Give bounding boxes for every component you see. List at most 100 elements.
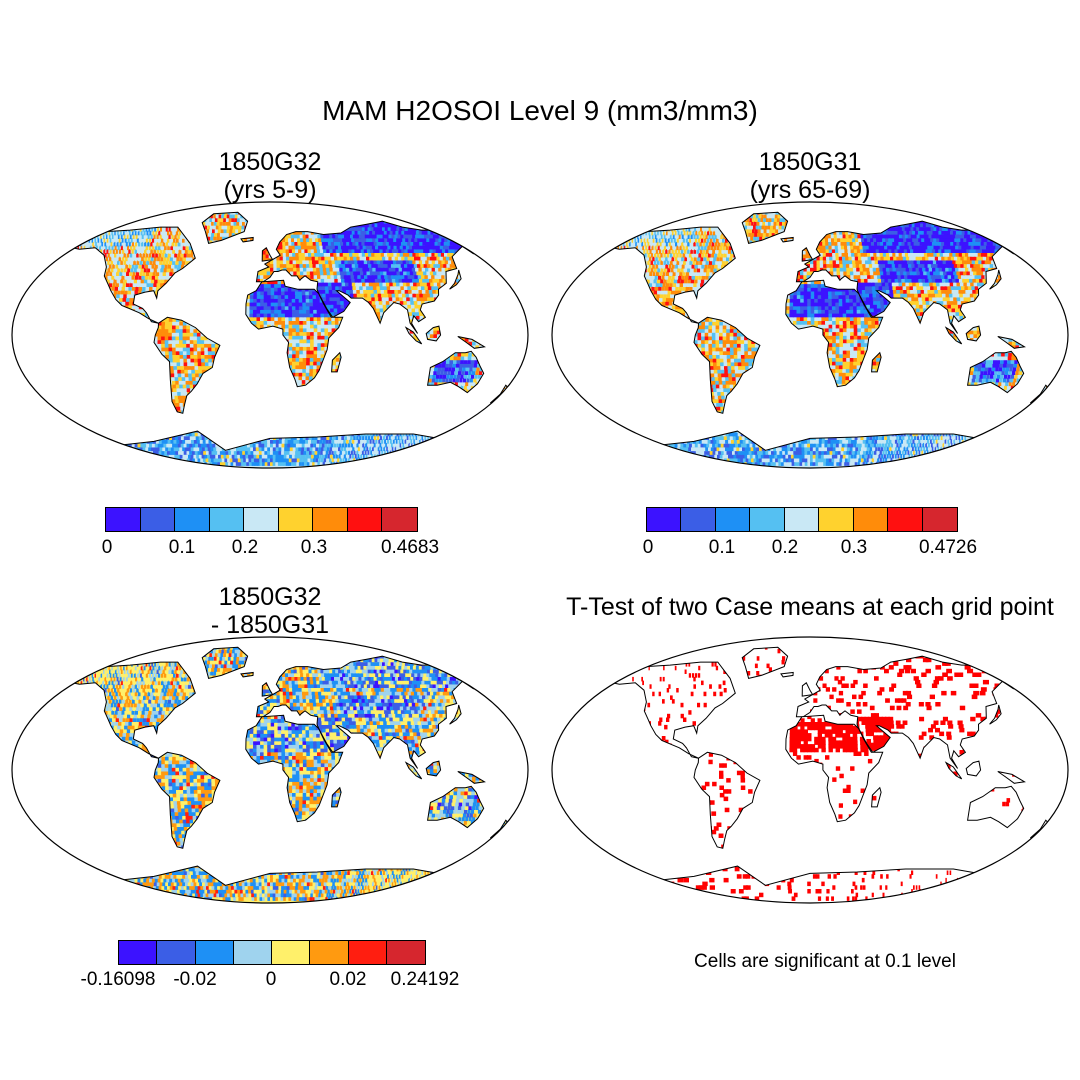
map-border: [11, 636, 529, 904]
landmass-borneo: [966, 761, 981, 776]
coastline-south-america: [153, 751, 221, 849]
colorbar-swatch: [382, 508, 417, 531]
colorbar-swatch: [195, 941, 234, 964]
coastline-japan: [989, 704, 1002, 725]
coastline-africa: [785, 279, 884, 388]
coastline-uk: [261, 247, 274, 262]
colorbar-swatch: [681, 508, 716, 531]
coastline-new-guinea: [457, 771, 486, 784]
coastline-borneo: [425, 760, 442, 777]
colorbar-panel-1: [105, 507, 418, 532]
colorbar-tick-label: 0.2: [232, 537, 258, 559]
colorbar-tick-label: 0: [102, 537, 113, 559]
colorbar-swatch: [119, 941, 158, 964]
colorbar-swatch: [347, 508, 383, 531]
colorbar-swatch: [175, 508, 210, 531]
colorbar-tick-label: 0.2: [772, 537, 798, 559]
map-border: [11, 201, 529, 469]
colorbar-tick-label: -0.16098: [80, 969, 155, 991]
significance-note: Cells are significant at 0.1 level: [600, 951, 1050, 973]
coastline-north-america: [64, 661, 196, 759]
colorbar-tick-label: 0.24192: [391, 969, 460, 991]
coastline-madagascar: [331, 786, 342, 808]
coastline-borneo: [425, 325, 442, 342]
map-panel-2: [551, 201, 1069, 469]
coastline-north-america: [604, 226, 736, 324]
coastline-new-guinea: [997, 336, 1026, 349]
colorbar-swatch: [715, 508, 751, 531]
coastline-eurasia: [795, 655, 1028, 769]
colorbar-panel-2: [646, 507, 958, 532]
landmass-uk: [802, 682, 813, 697]
colorbar-swatch: [386, 941, 425, 964]
coastline-north-america: [64, 226, 196, 324]
colorbar-swatch: [272, 941, 311, 964]
colorbar-swatch: [313, 508, 348, 531]
coastline-australia: [427, 350, 485, 394]
panel-1-title: 1850G32 (yrs 5-9): [110, 148, 430, 204]
coastline-greenland: [741, 211, 789, 244]
coastline-eurasia: [255, 655, 488, 769]
colorbar-tick-label: 0.1: [709, 537, 735, 559]
coastline-madagascar: [331, 351, 342, 373]
coastline-south-america: [153, 316, 221, 414]
colorbar-tick-label: 0.3: [841, 537, 867, 559]
colorbar-swatch: [750, 508, 785, 531]
coastline-africa: [245, 714, 344, 823]
colorbar-panel-3: [118, 940, 426, 965]
coastline-eurasia: [795, 220, 1028, 334]
coastline-japan: [989, 269, 1002, 290]
colorbar-tick-label: 0.3: [301, 537, 327, 559]
landmass-madagascar: [871, 787, 882, 807]
colorbar-swatch: [278, 508, 314, 531]
colorbar-swatch: [819, 508, 854, 531]
colorbar-swatch: [348, 941, 387, 964]
colorbar-swatch: [853, 508, 889, 531]
coastline-greenland: [201, 646, 249, 679]
coastline-new-guinea: [457, 336, 486, 349]
coastline-iceland: [240, 236, 254, 243]
coastline-uk: [261, 682, 274, 697]
map-border: [551, 636, 1069, 904]
coastline-new-guinea: [997, 771, 1026, 784]
coastline-uk: [801, 682, 814, 697]
coastline-sumatra: [404, 326, 423, 345]
coastline-australia: [427, 785, 485, 829]
colorbar-swatch: [157, 941, 196, 964]
coastline-borneo: [965, 325, 982, 342]
panel-4-title: T-Test of two Case means at each grid po…: [540, 593, 1080, 621]
colorbar-swatch: [209, 508, 245, 531]
coastline-eurasia: [255, 220, 488, 334]
coastline-africa: [785, 714, 884, 823]
colorbar-tick-label: 0.1: [169, 537, 195, 559]
colorbar-swatch: [888, 508, 923, 531]
colorbar-swatch: [106, 508, 141, 531]
map-border: [551, 201, 1069, 469]
panel-2-title: 1850G31 (yrs 65-69): [650, 148, 970, 204]
colorbar-swatch: [233, 941, 272, 964]
colorbar-swatch: [244, 508, 279, 531]
coastline-sumatra: [944, 326, 963, 345]
coastline-australia: [967, 785, 1025, 829]
coastline-north-america: [604, 661, 736, 759]
colorbar-tick-label: -0.02: [173, 969, 216, 991]
panel-3-title: 1850G32 - 1850G31: [110, 583, 430, 639]
colorbar-swatch: [140, 508, 176, 531]
coastline-iceland: [780, 671, 794, 678]
coastline-south-america: [693, 316, 761, 414]
colorbar-tick-label: 0.4683: [381, 537, 439, 559]
coastline-africa: [245, 279, 344, 388]
main-title: MAM H2OSOI Level 9 (mm3/mm3): [0, 95, 1080, 127]
coastline-australia: [967, 350, 1025, 394]
colorbar-tick-label: 0.4726: [919, 537, 977, 559]
map-panel-4: [551, 636, 1069, 904]
coastline-south-america: [693, 751, 761, 849]
coastline-sumatra: [944, 761, 963, 780]
coastline-japan: [449, 704, 462, 725]
colorbar-swatch: [310, 941, 349, 964]
coastline-iceland: [240, 671, 254, 678]
colorbar-tick-label: 0: [643, 537, 654, 559]
colorbar-swatch: [784, 508, 820, 531]
coastline-madagascar: [871, 351, 882, 373]
map-panel-3: [11, 636, 529, 904]
